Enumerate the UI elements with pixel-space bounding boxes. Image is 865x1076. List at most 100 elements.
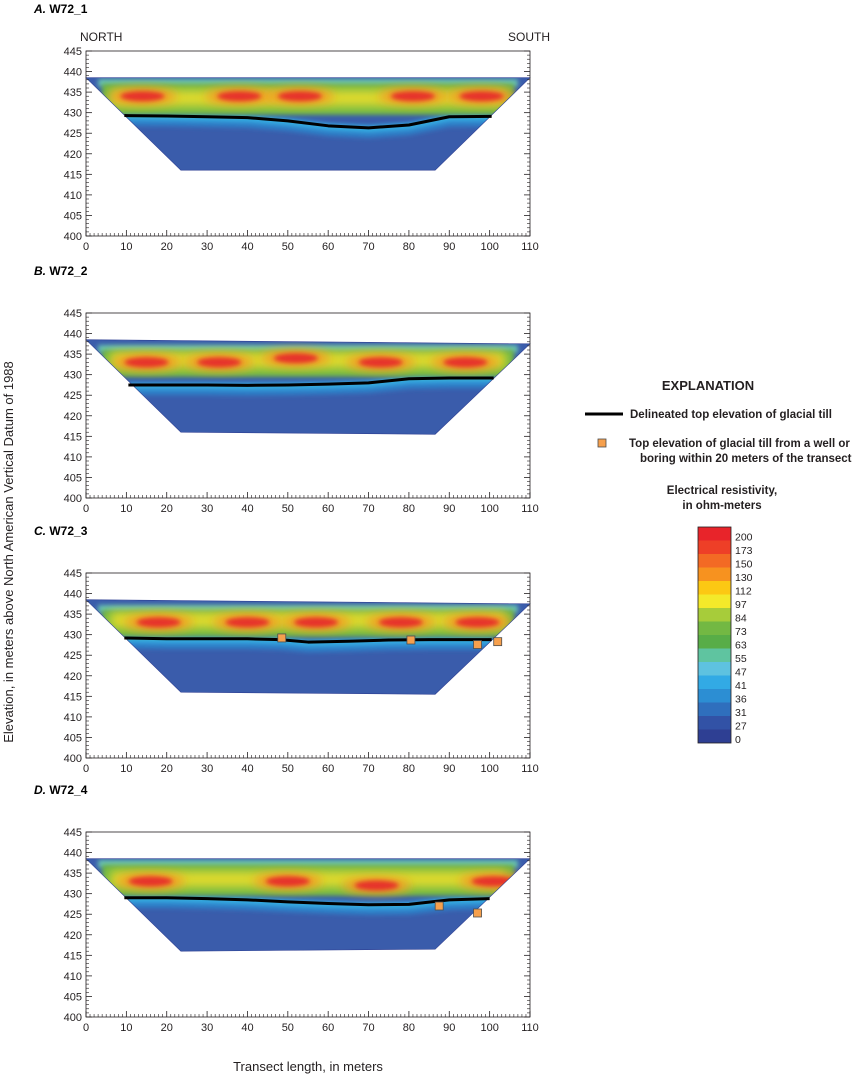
colorbar-title-1: Electrical resistivity,: [667, 485, 777, 497]
x-tick-label: 30: [201, 763, 213, 775]
explanation-title: EXPLANATION: [662, 378, 754, 393]
x-tick-label: 50: [282, 763, 294, 775]
teal-layer: [98, 78, 518, 87]
north-label: NORTH: [80, 30, 122, 44]
high-resistivity-zone: [346, 354, 415, 371]
high-resistivity-zone: [185, 354, 254, 371]
x-tick-label: 50: [282, 503, 294, 515]
colorbar-label: 173: [735, 545, 753, 557]
till-line: [124, 896, 490, 907]
colorbar-label: 27: [735, 721, 747, 733]
x-tick-label: 10: [120, 503, 132, 515]
high-resistivity-zone: [261, 350, 330, 367]
y-tick-label: 425: [64, 909, 82, 921]
colorbar-label: 31: [735, 707, 747, 719]
y-tick-label: 430: [64, 630, 82, 642]
x-tick-label: 30: [201, 503, 213, 515]
x-tick-label: 80: [403, 241, 415, 253]
x-tick-label: 50: [282, 1022, 294, 1034]
high-resistivity-zone: [459, 873, 528, 890]
section-outline: [85, 858, 531, 952]
colorbar-label: 55: [735, 653, 747, 665]
x-tick-label: 70: [362, 241, 374, 253]
colorbar-label: 112: [735, 586, 752, 598]
colorbar-swatch: [698, 554, 731, 568]
panel-name: W72_3: [49, 524, 87, 538]
y-tick-label: 435: [64, 609, 82, 621]
colorbar-swatch: [698, 635, 731, 649]
resistivity-section: [86, 339, 530, 435]
panel-1: A. W72_1 NORTH SOUTH 445 440 435 430 425 420 415 4…: [33, 2, 550, 253]
explanation-legend: EXPLANATION Delineated top elevation of …: [585, 378, 852, 746]
x-tick-label: 20: [161, 1022, 173, 1034]
y-tick-label: 435: [64, 868, 82, 880]
y-tick-label: 430: [64, 889, 82, 901]
colorbar-swatch: [698, 648, 731, 662]
x-tick-label: 60: [322, 503, 334, 515]
panel-name: W72_2: [49, 264, 87, 278]
well-marker-legend-label-1: Top elevation of glacial till from a wel…: [629, 438, 850, 450]
colorbar-label: 130: [735, 572, 753, 584]
section-outline: [85, 599, 531, 695]
panel-name: W72_1: [49, 2, 87, 16]
x-tick-label: 60: [322, 1022, 334, 1034]
high-resistivity-zone: [116, 873, 185, 890]
y-axis-title: Elevation, in meters above North America…: [1, 361, 16, 743]
x-tick-label: 100: [480, 503, 498, 515]
colorbar-swatch: [698, 567, 731, 581]
x-tick-label: 80: [403, 503, 415, 515]
x-tick-label: 40: [241, 503, 253, 515]
y-tick-label: 410: [64, 190, 82, 202]
colorbar-swatch: [698, 594, 731, 608]
x-tick-label: 110: [521, 1022, 539, 1034]
x-tick-label: 90: [443, 763, 455, 775]
y-tick-label: 420: [64, 930, 82, 942]
teal-layer: [98, 859, 518, 868]
x-tick-label: 20: [161, 503, 173, 515]
colorbar-swatch: [698, 702, 731, 716]
well-marker: [473, 908, 482, 918]
y-tick-label: 425: [64, 128, 82, 140]
high-resistivity-zone: [378, 88, 447, 105]
y-tick-label: 405: [64, 732, 82, 744]
high-resistivity-zone: [366, 614, 435, 631]
y-tick-label: 440: [64, 848, 82, 860]
y-tick-label: 415: [64, 169, 82, 181]
high-resistivity-zone: [282, 614, 351, 631]
x-tick-label: 60: [322, 763, 334, 775]
x-tick-label: 100: [480, 241, 498, 253]
x-tick-label: 70: [362, 1022, 374, 1034]
colorbar-swatch: [698, 662, 731, 676]
y-tick-label: 405: [64, 210, 82, 222]
x-tick-label: 10: [120, 763, 132, 775]
x-tick-label: 0: [83, 503, 89, 515]
well-marker: [493, 637, 503, 647]
high-resistivity-zone: [447, 88, 516, 105]
high-resistivity-zone: [431, 354, 500, 371]
till-line: [124, 114, 492, 130]
y-tick-label: 420: [64, 149, 82, 161]
y-tick-label: 405: [64, 472, 82, 484]
colorbar-label: 150: [735, 559, 753, 571]
y-tick-label: 445: [64, 46, 82, 58]
y-tick-label: 420: [64, 671, 82, 683]
y-tick-label: 445: [64, 308, 82, 320]
x-tick-label: 30: [201, 1022, 213, 1034]
x-tick-label: 20: [161, 241, 173, 253]
x-tick-label: 90: [443, 1022, 455, 1034]
south-label: SOUTH: [508, 30, 550, 44]
high-resistivity-zone: [205, 88, 274, 105]
resistivity-section: [86, 858, 530, 952]
panel-label: D. W72_4: [34, 783, 88, 797]
y-tick-label: 410: [64, 712, 82, 724]
x-tick-label: 60: [322, 241, 334, 253]
well-marker: [277, 633, 287, 643]
x-tick-label: 110: [521, 763, 539, 775]
colorbar-swatch: [698, 621, 731, 635]
x-tick-label: 40: [241, 241, 253, 253]
high-resistivity-zone: [265, 88, 334, 105]
high-resistivity-zone: [342, 877, 411, 894]
x-tick-label: 40: [241, 1022, 253, 1034]
